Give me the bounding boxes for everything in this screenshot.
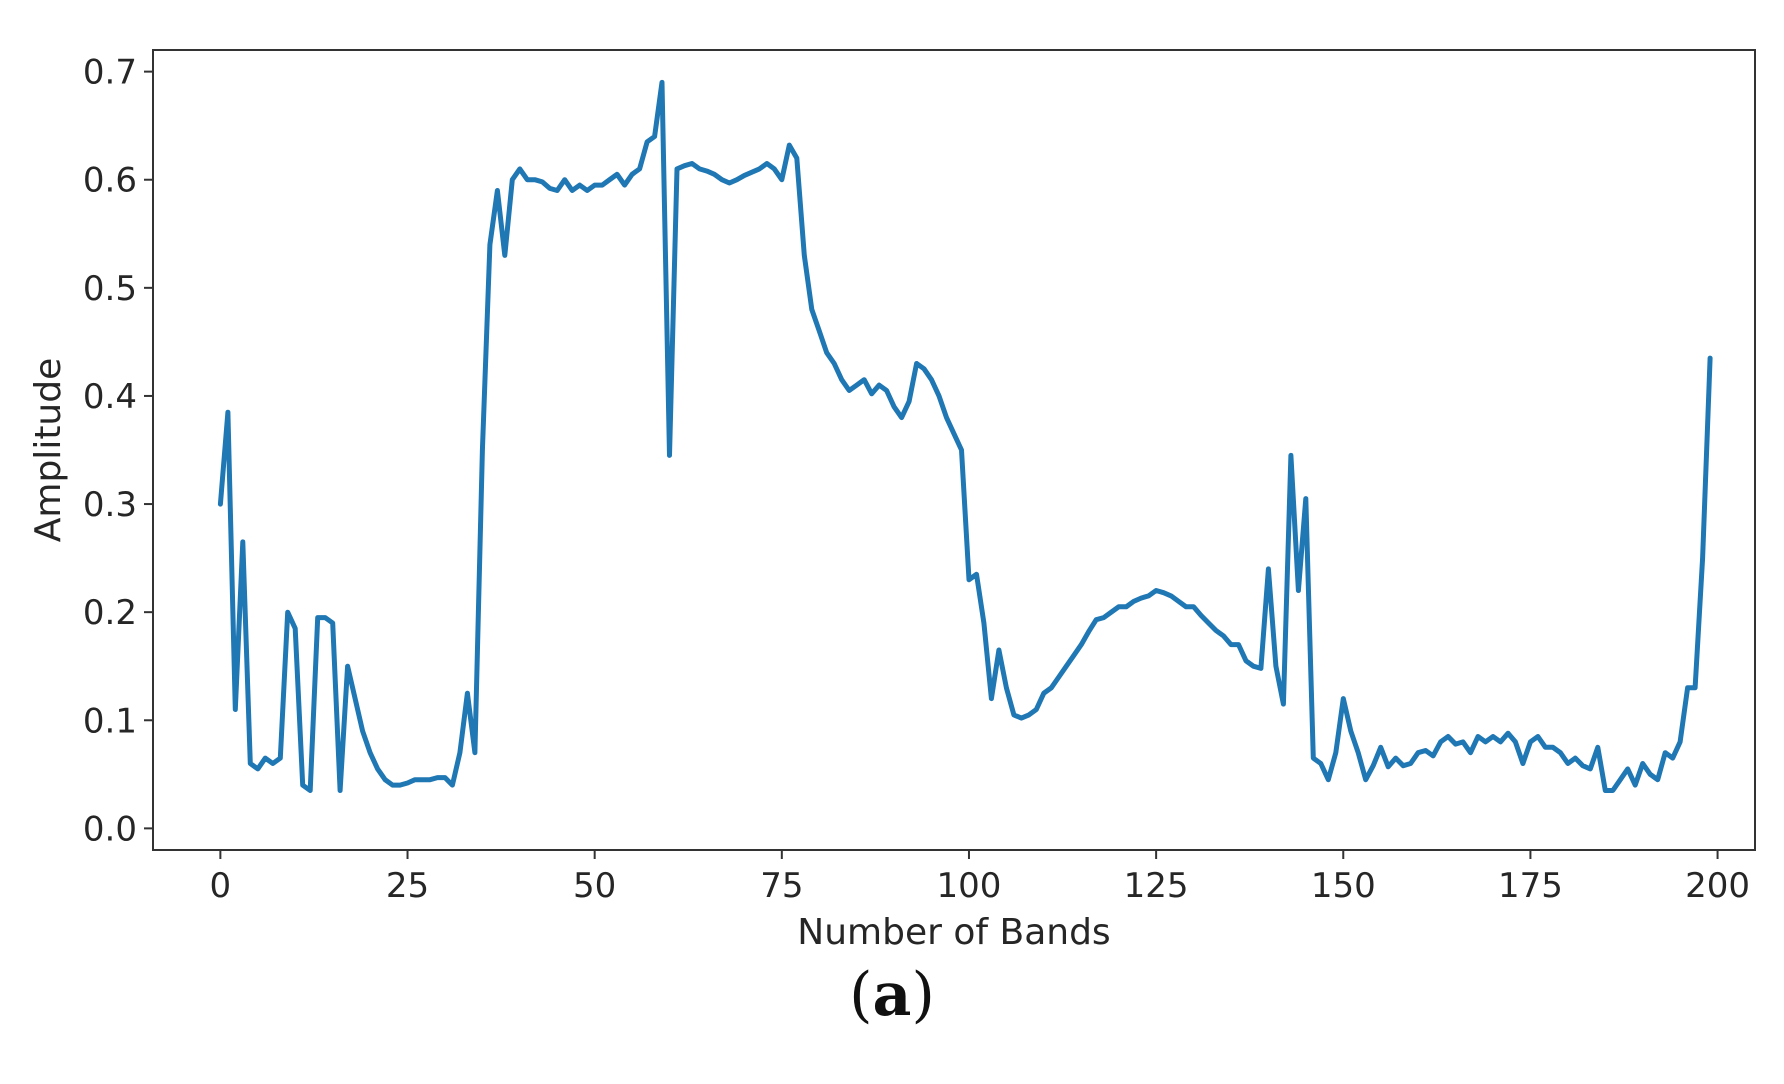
x-tick-label: 0 [210,866,232,906]
x-axis: 0 25 50 75 100 125 150 175 200 [210,850,1750,906]
caption-open-paren: ( [849,960,873,1030]
y-tick-label: 0.4 [83,377,137,417]
series-line [217,79,1713,793]
x-tick-label: 200 [1685,866,1750,906]
y-tick-label: 0.6 [83,161,137,201]
x-tick-label: 150 [1311,866,1376,906]
x-tick-label: 25 [386,866,429,906]
x-tick-label: 50 [573,866,616,906]
y-axis-label: Amplitude [28,358,69,542]
y-tick-label: 0.0 [83,809,137,849]
x-tick-label: 100 [937,866,1002,906]
y-tick-label: 0.3 [83,485,137,525]
line-chart: 0.0 0.1 0.2 0.3 0.4 0.5 0.6 0.7 0 25 50 75 100 125 15… [28,49,1756,953]
x-tick-label: 75 [760,866,803,906]
x-tick-label: 125 [1124,866,1189,906]
y-tick-label: 0.5 [83,269,137,309]
y-tick-label: 0.7 [83,53,137,93]
caption-close-paren: ) [911,960,935,1030]
plot-area [152,49,1756,851]
figure-caption: (a) [0,960,1784,1030]
x-tick-label: 175 [1498,866,1563,906]
y-tick-label: 0.1 [83,701,137,741]
y-tick-label: 0.2 [83,593,137,633]
x-axis-label: Number of Bands [797,912,1110,953]
caption-letter: a [872,960,912,1030]
y-axis: 0.0 0.1 0.2 0.3 0.4 0.5 0.6 0.7 [83,53,153,849]
